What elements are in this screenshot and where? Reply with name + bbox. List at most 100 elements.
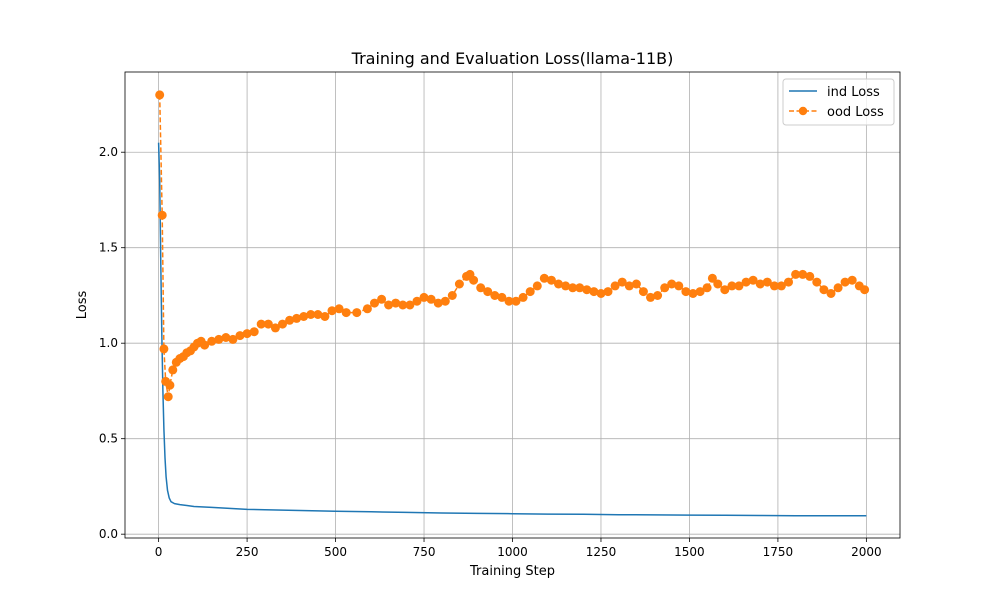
series-layer (155, 90, 870, 517)
x-tick-label: 1000 (497, 545, 528, 559)
data-point (812, 277, 822, 287)
legend: ind Loss ood Loss (782, 78, 895, 126)
legend-ood-marker (798, 106, 808, 116)
x-tick-label: 1500 (674, 545, 705, 559)
data-point (561, 281, 571, 291)
data-point (826, 289, 836, 298)
data-point (819, 285, 829, 295)
data-point (525, 287, 535, 297)
x-tick-label: 2000 (851, 545, 882, 559)
data-point (278, 319, 287, 329)
data-point (426, 294, 436, 304)
data-point (398, 300, 408, 310)
data-point (469, 275, 479, 285)
data-point (860, 285, 870, 295)
data-point (631, 279, 641, 289)
data-point (419, 292, 429, 302)
data-point (334, 304, 344, 314)
data-point (610, 281, 620, 291)
x-axis-label: Training Step (469, 564, 555, 579)
data-point (200, 340, 210, 350)
data-point (755, 279, 765, 289)
data-point (582, 285, 592, 295)
data-point (384, 300, 394, 310)
data-point (575, 283, 585, 293)
data-point (707, 273, 717, 283)
x-tick-label: 500 (324, 545, 347, 559)
data-point (476, 283, 486, 293)
x-tick-label: 1250 (586, 545, 617, 559)
data-point (511, 296, 521, 306)
data-point (720, 285, 730, 295)
data-point (603, 287, 613, 297)
y-tick-label: 1.5 (99, 241, 118, 255)
data-point (256, 319, 266, 329)
data-point (554, 279, 563, 289)
data-point (306, 310, 316, 319)
grid-lines (125, 72, 900, 538)
data-point (483, 287, 493, 297)
data-point (674, 281, 684, 291)
data-point (646, 292, 655, 302)
data-point (769, 281, 779, 291)
data-point (391, 298, 401, 308)
data-point (299, 312, 309, 321)
y-tick-label: 1.0 (99, 336, 118, 350)
data-point (734, 281, 744, 291)
x-tick-label: 250 (236, 545, 259, 559)
data-point (249, 327, 259, 337)
data-point (263, 319, 273, 329)
data-point (440, 296, 450, 306)
data-point (504, 296, 514, 306)
y-axis-label: Loss (75, 291, 90, 320)
chart-title: Training and Evaluation Loss(llama-11B) (351, 49, 674, 68)
data-point (762, 277, 772, 287)
data-point (798, 269, 808, 279)
x-tick-label: 1750 (763, 545, 794, 559)
data-point (159, 344, 169, 354)
data-point (805, 271, 815, 281)
data-point (688, 289, 698, 298)
x-tick-label: 750 (413, 545, 436, 559)
data-point (412, 296, 422, 306)
data-point (617, 277, 627, 287)
data-point (840, 277, 850, 287)
data-point (490, 291, 500, 300)
data-point (228, 334, 238, 344)
data-point (713, 279, 723, 289)
data-point (163, 392, 173, 402)
data-point (667, 279, 677, 289)
data-point (624, 281, 634, 291)
data-point (741, 277, 751, 287)
x-tick-label: 0 (155, 545, 163, 559)
data-point (157, 210, 167, 220)
data-point (292, 313, 302, 323)
data-point (532, 281, 542, 291)
data-point (362, 304, 372, 314)
data-point (165, 380, 175, 390)
series-line-0 (157, 142, 867, 517)
data-point (748, 275, 758, 285)
data-point (405, 300, 415, 310)
data-point (660, 283, 670, 293)
data-point (285, 315, 295, 325)
data-point (497, 292, 507, 302)
data-point (681, 287, 691, 297)
data-point (313, 310, 323, 319)
data-point (539, 273, 549, 283)
data-point (727, 281, 737, 291)
y-tick-label: 0.5 (99, 432, 118, 446)
data-point (695, 287, 705, 297)
data-point (776, 281, 786, 291)
data-point (207, 336, 217, 346)
axis-ticks: 0 250 500 750 1000 1250 1500 1750 2000 0.0 0.5 1.0 1… (99, 145, 882, 559)
data-point (447, 291, 457, 300)
data-point (653, 291, 663, 300)
data-point (168, 365, 178, 375)
data-point (270, 323, 280, 333)
data-point (546, 275, 556, 285)
data-point (784, 277, 793, 287)
data-point (518, 292, 528, 302)
legend-ood-label: ood Loss (827, 105, 884, 120)
